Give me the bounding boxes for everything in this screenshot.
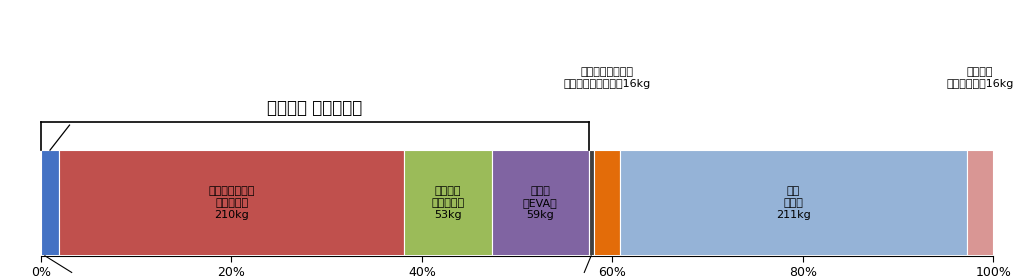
Text: 充填材
（EVA）
59kg: 充填材 （EVA） 59kg [523,186,557,220]
Text: 太陽電池 モジュール: 太陽電池 モジュール [267,99,362,117]
Text: フレーム
（アルミ）
53kg: フレーム （アルミ） 53kg [431,186,465,220]
Bar [404,150,492,256]
Text: フロントカバー
（ガラス）
210kg: フロントカバー （ガラス） 210kg [209,186,255,220]
Text: 架台
（鉄）
211kg: 架台 （鉄） 211kg [776,186,811,220]
Bar [589,150,594,256]
Bar [620,150,967,256]
Bar [594,150,620,256]
Bar [492,150,589,256]
Bar [41,150,59,256]
Bar [967,150,993,256]
Text: 配線材料
（銅・プラ）16kg: 配線材料 （銅・プラ）16kg [946,67,1014,89]
Text: パワコン・接続笱
（鉄・銅・アルミ）16kg: パワコン・接続笱 （鉄・銅・アルミ）16kg [563,67,650,89]
Bar [59,150,404,256]
